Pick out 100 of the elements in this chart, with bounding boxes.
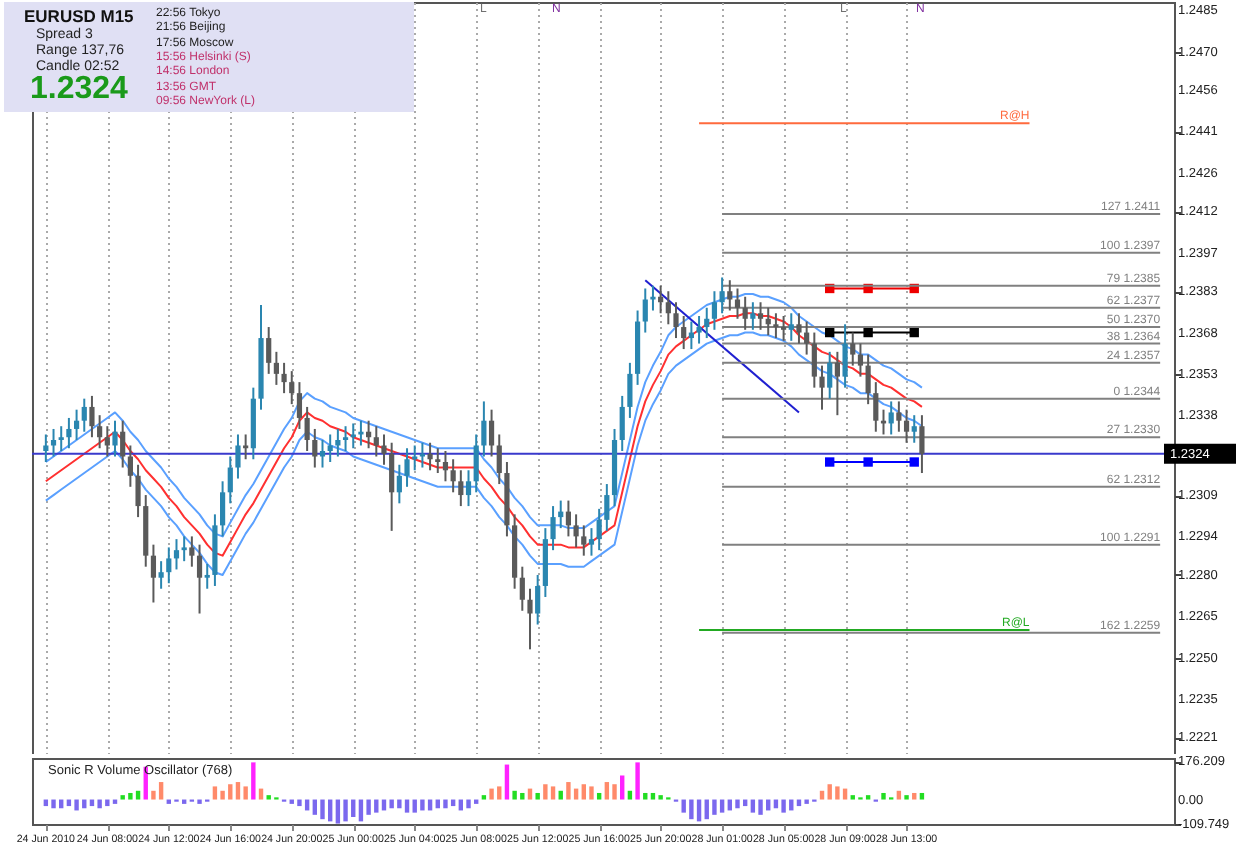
candlestick — [573, 513, 579, 549]
bar — [158, 782, 164, 800]
bar — [689, 799, 694, 820]
bar — [912, 792, 917, 800]
bar — [51, 799, 56, 809]
bar — [151, 790, 156, 800]
point — [909, 457, 919, 467]
candlestick — [873, 381, 879, 433]
candlestick — [473, 433, 479, 494]
bar — [97, 799, 102, 809]
candlestick — [627, 361, 633, 419]
bar — [919, 792, 925, 800]
candlestick — [719, 276, 725, 315]
candlestick — [181, 535, 187, 563]
bar — [781, 799, 786, 813]
candlestick — [389, 441, 395, 532]
bar — [558, 790, 563, 800]
candlestick — [842, 323, 848, 389]
candlestick — [373, 425, 379, 458]
bar — [643, 792, 648, 800]
bar — [258, 788, 264, 800]
bar — [712, 799, 717, 815]
candlestick — [273, 350, 279, 386]
bar — [627, 790, 633, 800]
annotation: EURUSD M15 — [24, 6, 134, 26]
bar — [497, 786, 502, 800]
candlestick — [781, 315, 787, 342]
bar — [835, 786, 840, 800]
candlestick — [696, 315, 702, 345]
bar — [135, 790, 141, 800]
candlestick — [158, 560, 164, 590]
bar — [512, 790, 517, 800]
bar — [819, 790, 825, 800]
bar — [443, 799, 448, 809]
point — [863, 457, 873, 467]
candlestick — [89, 394, 95, 439]
bar — [220, 790, 225, 800]
candlestick — [120, 419, 126, 469]
candlestick — [811, 331, 817, 389]
bar — [827, 784, 832, 800]
candlestick — [727, 279, 733, 312]
candlestick — [196, 543, 203, 615]
bar — [343, 799, 348, 822]
candlestick — [704, 306, 710, 340]
bar — [297, 799, 302, 807]
candlestick — [458, 469, 464, 508]
candlestick — [827, 350, 833, 400]
candlestick — [97, 414, 103, 450]
bar — [589, 786, 594, 800]
candlestick — [381, 433, 387, 466]
bar — [404, 799, 410, 813]
candlestick — [665, 290, 671, 326]
candlestick — [711, 290, 718, 331]
candlestick — [865, 353, 871, 406]
candlestick — [550, 505, 556, 552]
point — [863, 327, 873, 338]
candlestick — [527, 587, 533, 651]
candlestick — [289, 370, 295, 406]
bar — [235, 782, 241, 800]
candlestick — [189, 535, 195, 568]
candlestick — [58, 425, 64, 452]
candlestick — [804, 320, 810, 356]
bar — [489, 788, 494, 800]
bar — [243, 786, 248, 800]
bar — [105, 799, 110, 807]
bar — [612, 784, 617, 800]
candlestick — [750, 301, 756, 331]
candlestick — [419, 441, 425, 469]
bar — [312, 799, 318, 815]
bar — [420, 799, 425, 811]
candlestick — [150, 543, 157, 604]
candlestick — [243, 433, 249, 461]
candlestick — [535, 573, 541, 626]
bar — [620, 775, 625, 800]
candlestick — [519, 565, 525, 612]
candlestick — [427, 441, 433, 472]
candlestick — [281, 361, 287, 395]
candlestick — [673, 301, 679, 340]
bar — [374, 799, 379, 813]
bar — [604, 782, 610, 800]
candlestick — [43, 433, 49, 464]
bar — [881, 792, 886, 800]
bar — [504, 764, 510, 800]
candlestick — [742, 295, 748, 331]
bar — [251, 762, 256, 800]
bar — [212, 786, 218, 800]
candlestick — [66, 416, 72, 450]
candlestick — [857, 342, 864, 378]
candlestick — [396, 463, 402, 505]
candlestick — [342, 425, 349, 452]
point — [909, 327, 919, 338]
candlestick — [327, 433, 333, 464]
candlestick — [166, 546, 172, 585]
candlestick — [435, 447, 441, 475]
bar — [74, 799, 79, 811]
bar — [335, 799, 341, 824]
candlestick — [173, 538, 180, 571]
candlestick — [127, 444, 133, 488]
candlestick — [266, 326, 272, 375]
candlestick — [596, 507, 602, 552]
